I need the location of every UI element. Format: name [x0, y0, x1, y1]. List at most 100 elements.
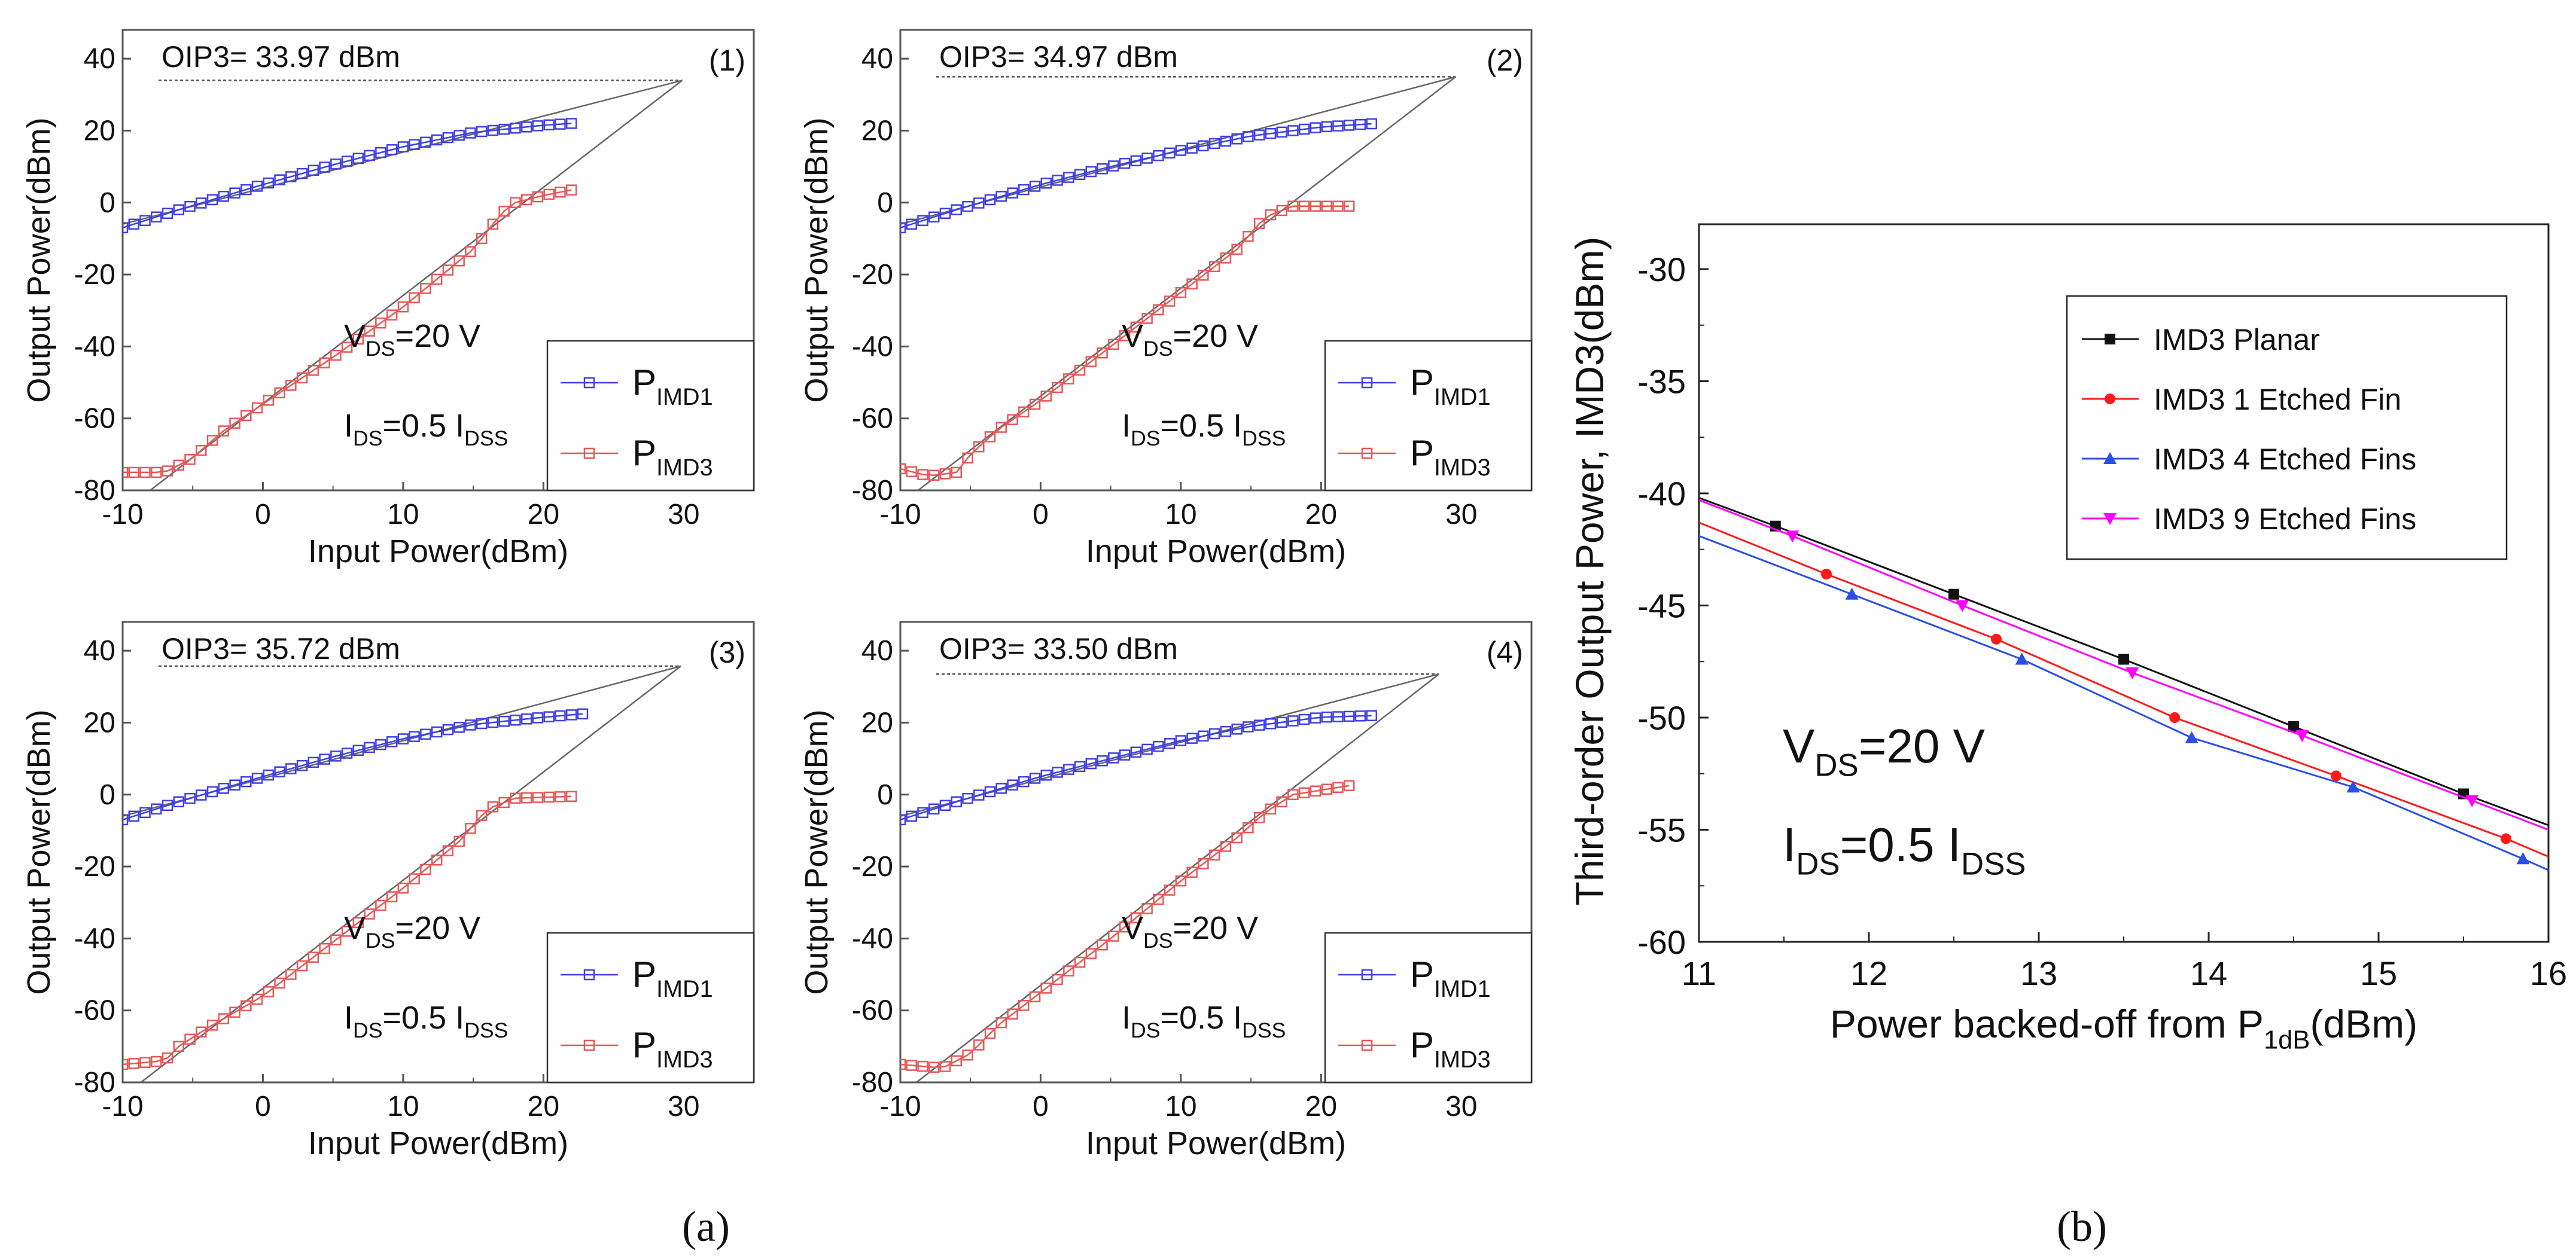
imd1-series-marker [1007, 187, 1018, 199]
imd3-series-marker [307, 365, 319, 376]
series-3-marker [2015, 652, 2029, 665]
subscript: DSS [1242, 1018, 1286, 1042]
plot-area [123, 80, 683, 490]
x-tick-label: 0 [255, 499, 271, 530]
imd1-series-marker [151, 803, 162, 815]
legend-marker [1361, 969, 1373, 981]
x-tick-label: -10 [879, 1091, 921, 1122]
imd1-series-marker [1141, 743, 1153, 755]
imd1-series-marker [1097, 163, 1108, 175]
subscript: DS [353, 1018, 383, 1042]
imd1-series-marker [397, 141, 409, 152]
imd3-series-marker [565, 184, 577, 196]
imd1-series-marker [465, 719, 476, 731]
label-part: (dBm) [2310, 1002, 2417, 1046]
imd3-series-marker [951, 1055, 963, 1067]
imd3-series-marker [1018, 406, 1030, 418]
imd1-series-marker [1276, 126, 1287, 138]
y-tick-label: -40 [852, 331, 893, 362]
imd3-series-marker [453, 255, 465, 267]
imd1-series-marker [151, 211, 162, 223]
imd3-series-marker [1343, 780, 1355, 791]
imd1-series-marker [162, 800, 173, 811]
imd1-series-marker [1130, 746, 1142, 758]
imd3-series-marker [1029, 991, 1041, 1003]
series-3-line [1699, 535, 2548, 871]
imd3-series-marker [498, 205, 510, 217]
imd1-series-marker [973, 789, 985, 801]
subscript: DS [366, 929, 395, 953]
y-axis-label: Output Power(dBm) [21, 117, 57, 402]
legend-marker [583, 377, 595, 389]
x-tick-label: 15 [2360, 954, 2397, 992]
y-tick-label: 20 [84, 115, 115, 147]
imd1-series-marker [1119, 749, 1131, 761]
imd3-series-line [900, 205, 1350, 476]
subscript: IMD1 [1434, 976, 1491, 1002]
series-3-marker [2346, 780, 2360, 793]
legend-entry: IMD3 4 Etched Fins [2154, 443, 2416, 476]
y-tick-label: -50 [1637, 699, 1686, 737]
label-part: I [1122, 1000, 1131, 1036]
imd1-series-marker [1198, 140, 1209, 152]
imd3-extrapolation-line [915, 673, 1440, 1082]
imd1-series-marker [251, 773, 263, 784]
imd1-series-marker [543, 119, 555, 131]
y-tick-label: -55 [1637, 811, 1686, 849]
oip3-label: OIP3= 33.50 dBm [939, 632, 1178, 666]
imd3-series-marker [1018, 1000, 1030, 1011]
imd3-series-marker [218, 425, 230, 437]
subscript: DS [1143, 337, 1173, 361]
imd3-series-marker [319, 942, 330, 954]
imd1-series-marker [386, 144, 398, 155]
imd1-series-marker [1208, 138, 1220, 150]
label-part: =20 V [1859, 719, 1986, 773]
imd1-series-marker [1265, 128, 1277, 139]
imd3-series-marker [397, 882, 409, 894]
y-tick-label: -60 [1637, 923, 1686, 961]
imd1-series-marker [487, 716, 499, 728]
imd1-series-marker [1231, 724, 1243, 735]
imd1-series-marker [442, 724, 454, 736]
imd3-extrapolation-line [916, 76, 1457, 490]
vds-annotation: VDS=20 V [344, 910, 480, 953]
imd3-series-marker [442, 845, 454, 856]
subplot-4: -10 0 10 20 30 -80 -60 -40 -20 0 20 40 Input Power(d… [799, 621, 1533, 1161]
imd3-series-marker [520, 194, 532, 206]
imd3-series-marker [1198, 858, 1209, 869]
imd1-series-marker [1097, 755, 1108, 767]
imd1-series-marker [1040, 770, 1052, 781]
label-part: =0.5 I [1161, 1000, 1243, 1036]
subscript: DS [1143, 929, 1173, 953]
imd1-series-marker [962, 792, 973, 804]
imd1-series-marker [939, 800, 951, 811]
imd3-series-marker [285, 380, 297, 391]
imd1-series-marker [1220, 135, 1232, 147]
x-tick-label: 11 [1682, 954, 1716, 992]
ids-annotation: IDS=0.5 IDSS [1783, 818, 2026, 881]
imd1-series-marker [196, 789, 207, 801]
label-part: I [1122, 408, 1131, 444]
imd1-series-marker [917, 215, 928, 227]
legend: IMD3 Planar IMD3 1 Etched Fin IMD3 4 Etche… [2066, 295, 2508, 560]
imd1-series-marker [1298, 123, 1310, 135]
x-tick-label: -10 [102, 499, 143, 530]
imd1-series-marker [1108, 752, 1119, 764]
y-tick-label: 0 [99, 779, 115, 811]
legend-marker [583, 1039, 595, 1051]
imd3-series-marker [285, 969, 297, 980]
imd1-series-marker [1253, 129, 1265, 141]
legend-marker [583, 447, 595, 459]
imd1-series-marker [543, 711, 555, 722]
imd3-series-marker [420, 864, 431, 875]
imd1-series-marker [206, 194, 218, 206]
imd3-series-marker [1276, 205, 1287, 216]
imd3-series-marker [409, 873, 420, 884]
imd1-series-marker [352, 152, 364, 164]
imd3-series-marker [431, 854, 443, 866]
imd3-series-marker [1198, 270, 1209, 281]
imd1-series-marker [520, 121, 532, 133]
legend-frame [1324, 340, 1533, 492]
imd1-series-marker [218, 783, 230, 794]
imd1-series-marker [431, 726, 443, 738]
